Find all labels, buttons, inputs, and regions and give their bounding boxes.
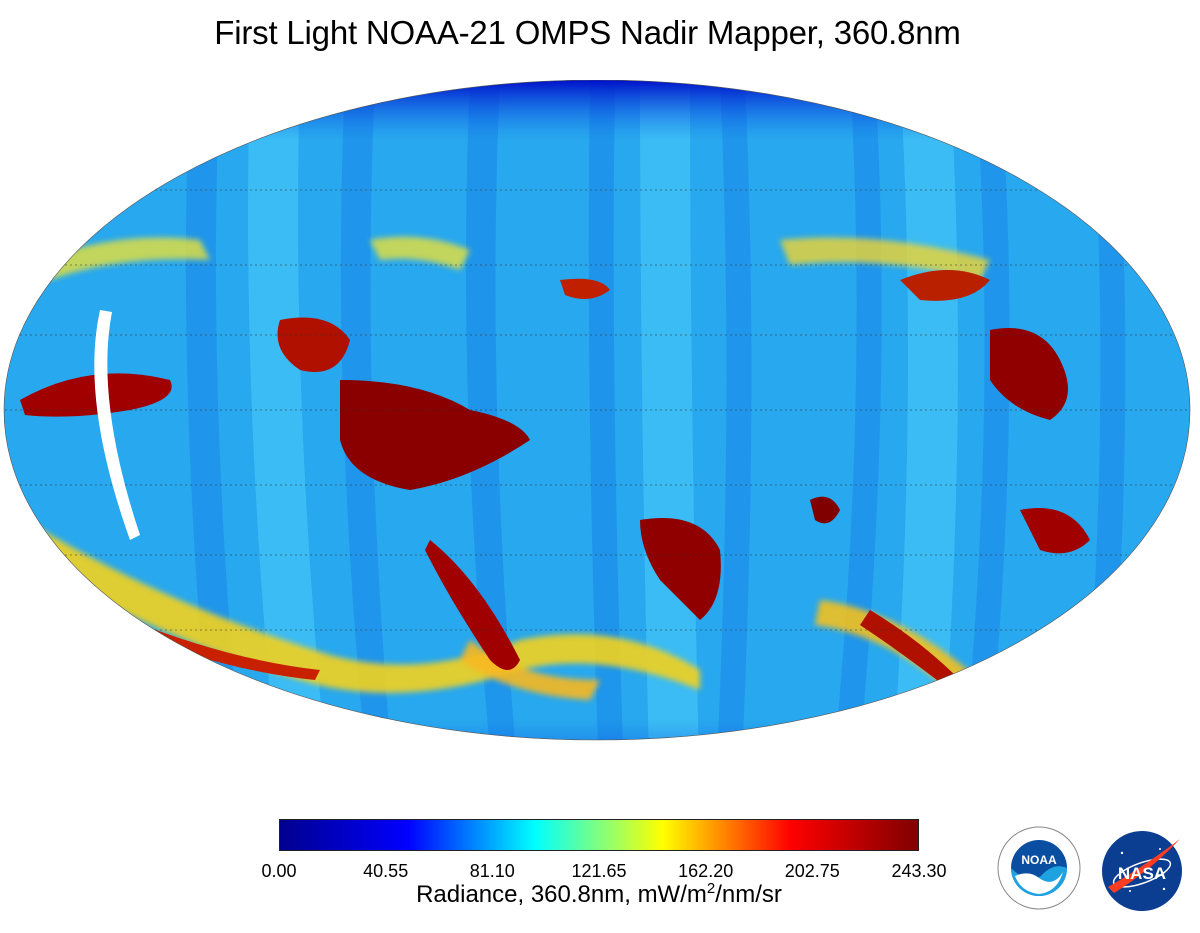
nasa-text: NASA bbox=[1118, 864, 1166, 883]
colorbar-gradient bbox=[279, 819, 919, 851]
colorbar-tick: 202.75 bbox=[784, 861, 840, 881]
colorbar-tick: 121.65 bbox=[571, 861, 627, 881]
nasa-logo: NASA bbox=[1100, 829, 1184, 913]
colorbar-label-exponent: 2 bbox=[706, 880, 716, 897]
colorbar-label-suffix: /nm/sr bbox=[715, 881, 782, 908]
colorbar-tick: 81.10 bbox=[469, 861, 515, 881]
colorbar-label-prefix: Radiance, 360.8nm, mW/m bbox=[416, 881, 707, 908]
data-gap bbox=[94, 310, 140, 540]
north-polar-region bbox=[4, 80, 1190, 140]
globe-outline bbox=[3, 80, 1191, 741]
colorbar-label: Radiance, 360.8nm, mW/m2/nm/sr bbox=[279, 880, 919, 909]
south-polar-region bbox=[4, 720, 1190, 740]
colorbar-tick: 162.20 bbox=[678, 861, 734, 881]
radiance-map bbox=[0, 80, 1200, 800]
radiance-map-svg bbox=[3, 80, 1191, 741]
colorbar-tick: 243.30 bbox=[891, 861, 947, 881]
colorbar-tick: 40.55 bbox=[363, 861, 409, 881]
colorbar-tick: 0.00 bbox=[261, 861, 297, 881]
map-title: First Light NOAA-21 OMPS Nadir Mapper, 3… bbox=[214, 14, 961, 51]
bright-swaths bbox=[248, 80, 958, 740]
noaa-text: NOAA bbox=[1021, 853, 1057, 867]
colorbar bbox=[279, 819, 919, 851]
nasa-vector bbox=[1108, 839, 1180, 893]
graticule bbox=[4, 189, 1190, 631]
noaa-logo: NOAA bbox=[997, 826, 1081, 910]
